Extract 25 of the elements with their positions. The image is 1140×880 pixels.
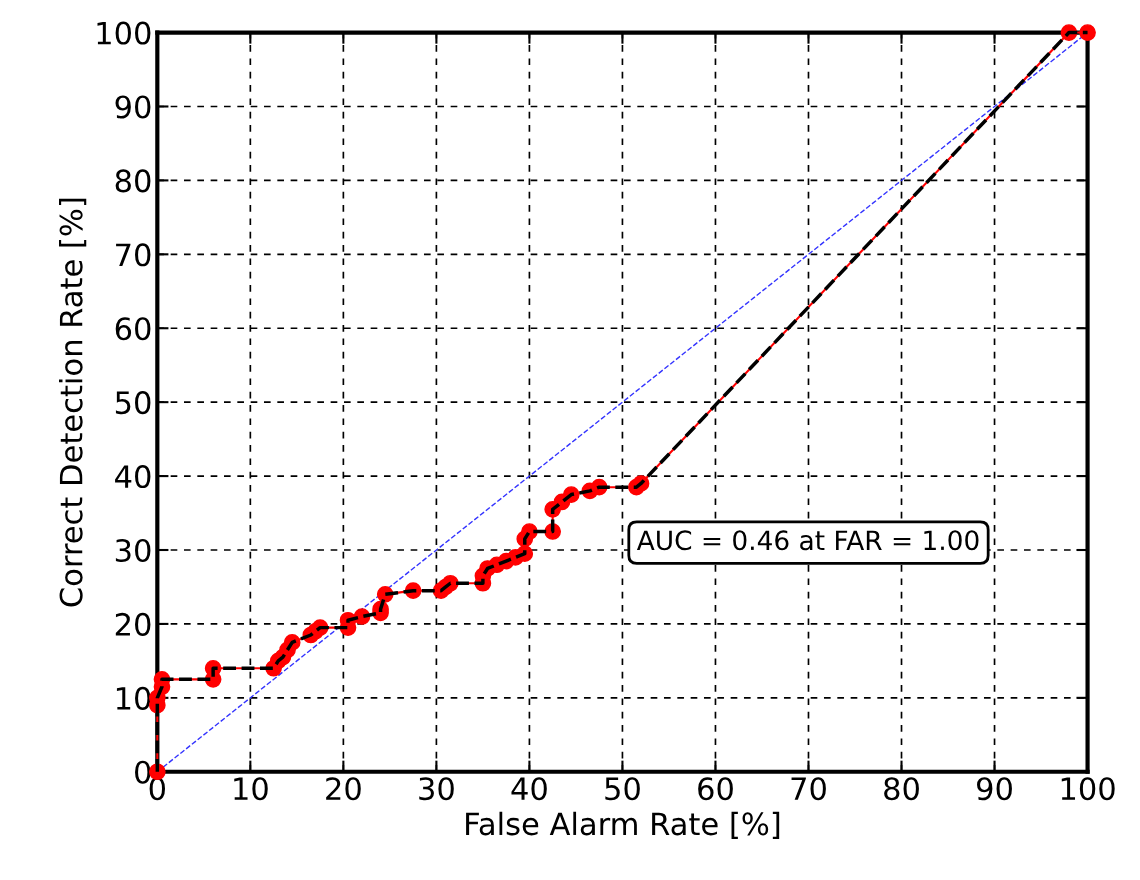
x-axis-title: False Alarm Rate [%] [466, 811, 780, 839]
x-tick-label: 50 [605, 777, 640, 801]
y-tick-label: 80 [115, 169, 151, 193]
y-tick-label: 10 [116, 686, 151, 710]
y-tick-label: 70 [116, 243, 151, 267]
x-tick-label: 70 [791, 777, 826, 801]
y-tick-label: 90 [115, 95, 151, 119]
x-tick-label: 40 [511, 777, 547, 801]
x-tick-label: 90 [977, 777, 1012, 801]
x-tick-label: 10 [234, 777, 268, 801]
annotation: AUC = 0.46 at FAR = 1.00 [636, 530, 979, 551]
x-tick-label: 60 [698, 777, 733, 801]
y-tick-label: 100 [97, 21, 151, 45]
y-tick-label: 40 [115, 465, 151, 489]
y-tick-label: 0 [135, 760, 151, 784]
x-tick-label: 80 [884, 777, 919, 801]
y-axis-title: Correct Detection Rate [%] [59, 198, 87, 607]
y-tick-label: 30 [115, 538, 151, 563]
x-tick-label: 20 [326, 777, 361, 801]
y-tick-label: 60 [115, 317, 151, 341]
y-tick-label: 50 [115, 391, 151, 415]
y-tick-label: 20 [115, 612, 151, 636]
x-tick-label: 30 [419, 777, 454, 801]
x-tick-label: 100 [1061, 777, 1115, 801]
point [1079, 24, 1096, 41]
